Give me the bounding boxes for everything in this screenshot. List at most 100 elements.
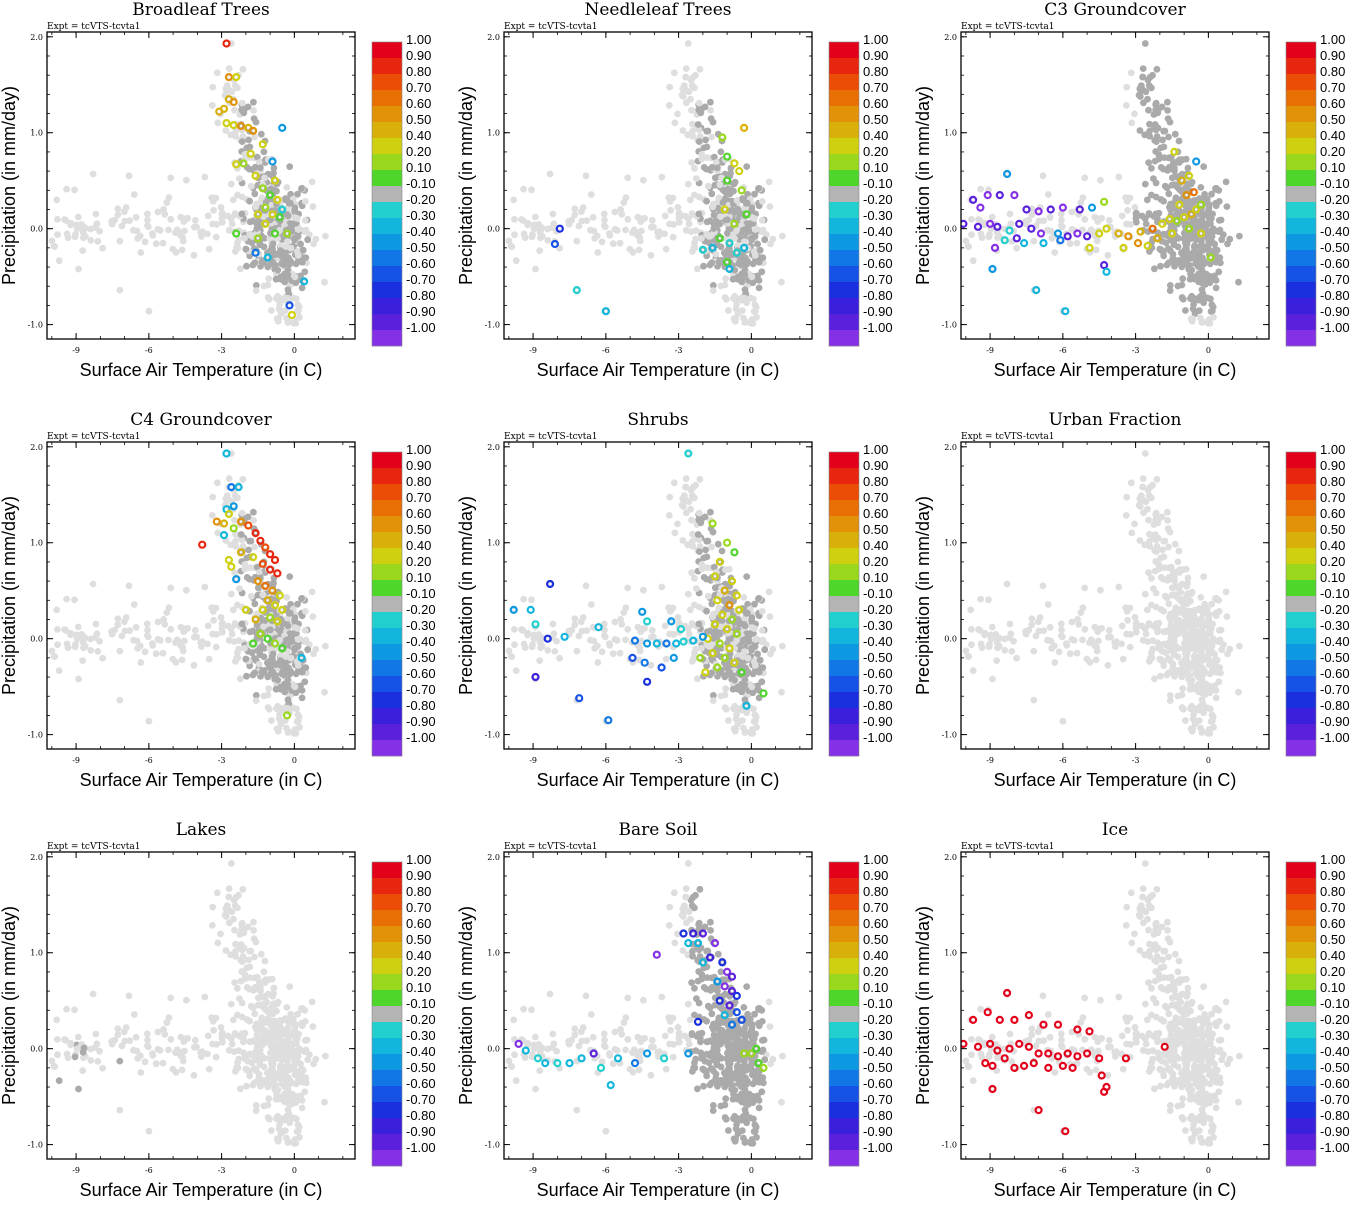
background-point (230, 607, 237, 614)
background-point (696, 548, 703, 555)
background-point (160, 650, 167, 657)
colorbar-swatch (829, 330, 859, 346)
colorbar-label: 0.40 (406, 538, 431, 553)
background-point (510, 197, 517, 204)
background-point (65, 644, 72, 651)
data-point-center (1176, 220, 1178, 222)
background-point (1045, 601, 1052, 608)
background-point (1155, 645, 1162, 652)
colorbar-label: 0.20 (406, 554, 431, 569)
colorbar-label: 0.90 (406, 48, 431, 63)
y-tick-label: 0.0 (30, 635, 43, 644)
colorbar-swatch (372, 234, 402, 250)
colorbar-label: 0.10 (863, 570, 888, 585)
data-point-center (719, 561, 721, 563)
background-point (720, 199, 727, 206)
colorbar-label: -1.00 (1320, 320, 1350, 335)
background-point (690, 74, 697, 81)
background-point (703, 608, 710, 615)
colorbar-swatch (372, 532, 402, 548)
data-point-center (719, 237, 721, 239)
data-point-center (1016, 237, 1018, 239)
data-point-center (281, 208, 283, 210)
background-point (1202, 637, 1209, 644)
background-point (612, 619, 619, 626)
colorbar-swatch (1286, 202, 1316, 218)
data-point-center (711, 522, 713, 524)
background-point (1182, 596, 1189, 603)
background-point (292, 730, 299, 737)
background-point (1132, 614, 1139, 621)
background-point (310, 203, 317, 210)
data-point-center (597, 626, 599, 628)
background-point (1171, 165, 1178, 172)
background-point (1161, 629, 1168, 636)
colorbar-label: 0.80 (1320, 64, 1345, 79)
background-point (752, 233, 759, 240)
colorbar-label: 0.60 (406, 96, 431, 111)
colorbar-label: -0.90 (1320, 304, 1350, 319)
colorbar-label: -0.30 (1320, 208, 1350, 223)
data-point-center (1037, 210, 1039, 212)
background-point (1162, 593, 1169, 600)
data-point-center (300, 657, 302, 659)
colorbar-label: -0.20 (863, 602, 893, 617)
background-point (1140, 65, 1147, 72)
background-point (1140, 497, 1147, 504)
colorbar-swatch (829, 154, 859, 170)
data-point-center (716, 599, 718, 601)
background-point (242, 656, 249, 663)
background-point (75, 266, 82, 273)
data-point-center (692, 639, 694, 641)
background-point (641, 215, 648, 222)
colorbar-swatch (1286, 644, 1316, 660)
x-tick-label: 0 (1206, 346, 1211, 355)
data-point-center (1042, 242, 1044, 244)
data-point-center (733, 662, 735, 664)
background-point (1196, 717, 1203, 724)
background-point (630, 249, 637, 256)
background-point (1048, 638, 1055, 645)
background-point (134, 235, 141, 242)
data-point-center (264, 546, 266, 548)
background-point (284, 681, 291, 688)
data-point-center (711, 247, 713, 249)
background-point (1152, 531, 1159, 538)
background-point (228, 591, 235, 598)
colorbar-label: 0.10 (1320, 570, 1345, 585)
x-tick-label: 0 (749, 756, 754, 765)
colorbar-swatch (829, 298, 859, 314)
x-tick-label: 0 (292, 346, 297, 355)
background-point (1147, 74, 1154, 81)
background-point (757, 247, 764, 254)
background-point (1205, 207, 1212, 214)
x-tick-label: -9 (72, 756, 80, 765)
background-point (1211, 241, 1218, 248)
background-point (1200, 709, 1207, 716)
background-point (977, 596, 984, 603)
background-point (296, 314, 303, 321)
background-point (1040, 172, 1047, 179)
background-point (697, 476, 704, 483)
background-point (1155, 156, 1162, 163)
background-point (532, 266, 539, 273)
background-point (126, 627, 133, 634)
colorbar-swatch (829, 612, 859, 628)
background-point (536, 657, 543, 664)
background-point (210, 207, 217, 214)
background-point (288, 245, 295, 252)
background-point (1028, 615, 1035, 622)
background-point (93, 211, 100, 218)
background-point (547, 171, 554, 178)
data-point-center (1059, 239, 1061, 241)
background-point (662, 623, 669, 630)
background-point (722, 685, 729, 692)
data-point-center (673, 657, 675, 659)
background-point (759, 198, 766, 205)
background-point (304, 236, 311, 243)
data-point-center (1088, 247, 1090, 249)
background-point (71, 596, 78, 603)
background-point (248, 183, 255, 190)
background-point (204, 231, 211, 238)
